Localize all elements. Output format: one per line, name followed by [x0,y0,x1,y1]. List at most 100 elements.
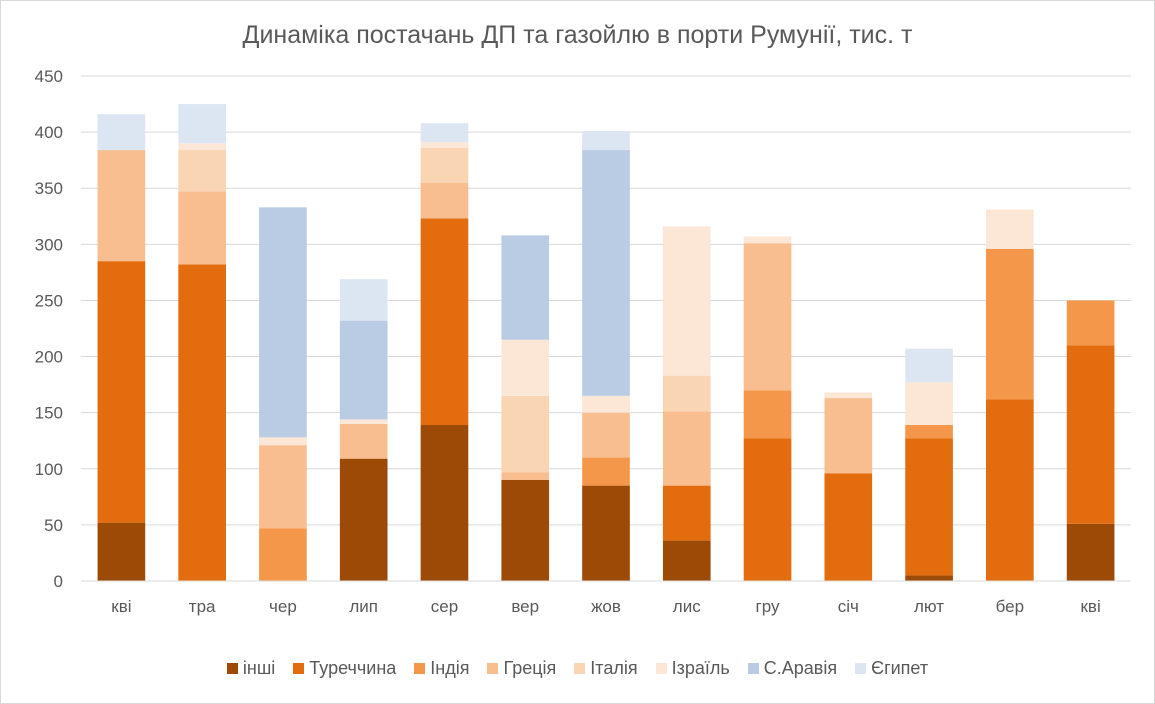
bar-segment [339,419,388,424]
bar-segment [824,473,873,581]
bar-segment [259,528,307,581]
y-tick-label: 400 [35,123,63,142]
bar-segment [582,485,630,581]
legend-label: Італія [590,658,638,678]
bar-segment [259,445,307,529]
bar-segment [97,522,146,581]
bar-segment [501,235,550,340]
bar-segment [986,209,1034,249]
bar-segment [743,243,792,391]
legend-label: інші [242,658,276,678]
bar-segment [259,437,307,446]
bar-segment [97,150,146,262]
bar-segment [1066,300,1115,346]
legend-swatch [293,663,305,674]
bar-segment [1066,345,1115,524]
bar-segment [582,395,630,413]
x-tick-label: гру [756,597,780,616]
legend-item: Греція [487,658,556,679]
legend-item: Туреччина [293,658,396,679]
x-tick-label: лис [673,597,701,616]
x-tick-label: тра [189,597,216,616]
chart-title: Динаміка постачань ДП та газойлю в порти… [242,21,913,49]
bar-segment [905,575,953,581]
legend-item: Єгипет [855,658,928,679]
y-tick-label: 250 [35,291,63,310]
y-tick-label: 150 [35,404,63,423]
legend-swatch [855,663,867,674]
bar-segment [420,123,469,143]
bar-segment [420,218,469,426]
legend-item: Італія [574,658,638,679]
x-tick-label: кві [111,597,131,616]
bar-segment [905,438,953,576]
x-tick-label: чер [269,597,297,616]
x-tick-label: січ [838,597,859,616]
bar-segment [259,207,307,438]
bar-segment [420,425,469,581]
bar-segment [178,143,226,151]
legend-item: інші [226,658,276,679]
bar-segment [824,392,873,399]
y-tick-label: 0 [54,572,63,591]
x-tick-label: сер [431,597,458,616]
bar-segment [420,142,469,148]
bar-segment [824,398,873,474]
legend-swatch [655,663,667,674]
x-tick-label: кві [1080,597,1100,616]
legend-item: Індія [414,658,469,679]
x-tick-label: жов [591,597,621,616]
bar-segment [97,114,146,151]
bar-segment [1066,523,1115,581]
bar-segment [339,279,388,321]
bar-segment [178,191,226,265]
legend-swatch [574,663,586,674]
y-tick-label: 100 [35,460,63,479]
bar-segment [986,399,1034,581]
bar-segment [662,485,711,541]
legend-label: Ізраїль [671,658,730,678]
y-tick-label: 450 [35,67,63,86]
legend-label: Єгипет [871,658,929,678]
bar-segment [582,457,630,486]
legend-label: Індія [430,658,470,678]
legend-swatch [414,663,426,674]
x-tick-label: лип [349,597,378,616]
bar-segment [501,472,550,480]
bar-segment [905,348,953,383]
y-tick-label: 350 [35,179,63,198]
bar-segment [743,236,792,244]
bar-segment [501,480,550,581]
legend-swatch [226,663,238,674]
bar-segment [662,226,711,376]
bar-segment [97,261,146,523]
bar-segment [582,150,630,396]
bar-segment [501,395,550,473]
bar-segment [662,375,711,412]
bar-segment [743,390,792,439]
legend-item: Ізраїль [655,658,730,679]
bar-segment [339,423,388,459]
legend-item: С.Аравія [747,658,837,679]
bar-segment [420,182,469,219]
legend-label: Туреччина [309,658,397,678]
bar-segment [986,248,1034,400]
y-tick-label: 50 [44,516,63,535]
x-tick-label: вер [511,597,539,616]
bar-segment [178,150,226,192]
x-tick-label: лют [914,597,944,616]
legend-label: Греція [503,658,557,678]
legend-swatch [487,663,499,674]
y-tick-label: 200 [35,348,63,367]
bar-segment [582,412,630,458]
bar-segment [662,411,711,486]
legend-swatch [747,663,759,674]
bar-segment [662,540,711,581]
bar-segment [339,458,388,581]
x-tick-label: бер [996,597,1024,616]
bar-segment [339,320,388,420]
y-tick-label: 300 [35,235,63,254]
bar-segment [582,130,630,151]
